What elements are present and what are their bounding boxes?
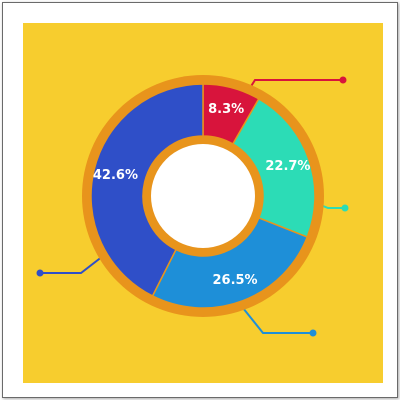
slice-label-1: 8.3% <box>208 102 244 117</box>
slices <box>90 83 316 309</box>
callout-line-4 <box>40 255 104 274</box>
donut-hole <box>151 144 255 248</box>
chart-panel: 8.3% 22.7% 26.5% 42.6% <box>23 23 383 383</box>
callout-line-3 <box>242 307 313 334</box>
callout-dot-1 <box>339 76 347 84</box>
callout-dot-3 <box>309 329 317 337</box>
donut-chart: 8.3% 22.7% 26.5% 42.6% <box>23 23 383 383</box>
slice-label-4: 42.6% <box>93 168 138 183</box>
slice-labels: 8.3% 22.7% 26.5% 42.6% <box>93 102 311 288</box>
slice-label-2: 22.7% <box>265 159 310 174</box>
callout-dot-2 <box>341 204 349 212</box>
slice-label-3: 26.5% <box>212 273 257 288</box>
callout-dot-4 <box>36 269 44 277</box>
